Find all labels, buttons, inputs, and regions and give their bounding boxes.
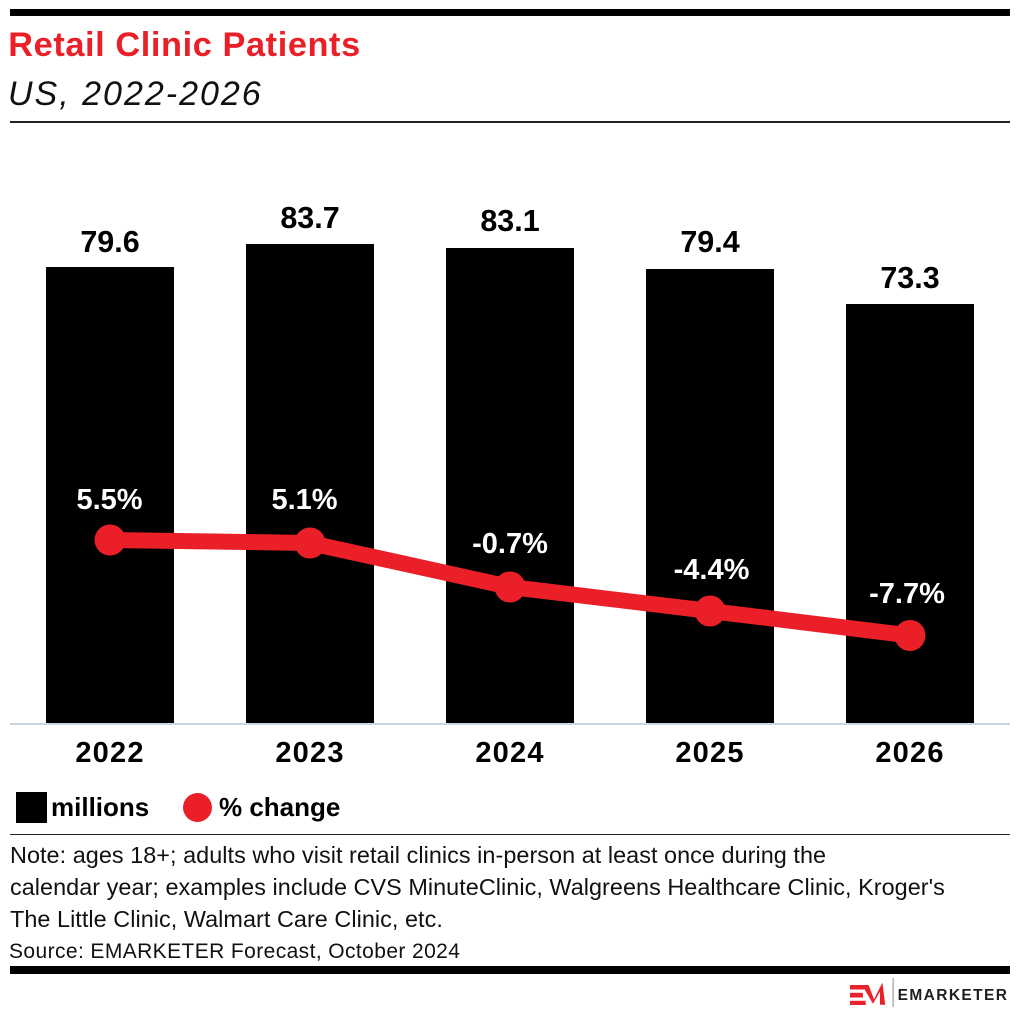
svg-text:EMARKETER: EMARKETER [898,987,1009,1004]
